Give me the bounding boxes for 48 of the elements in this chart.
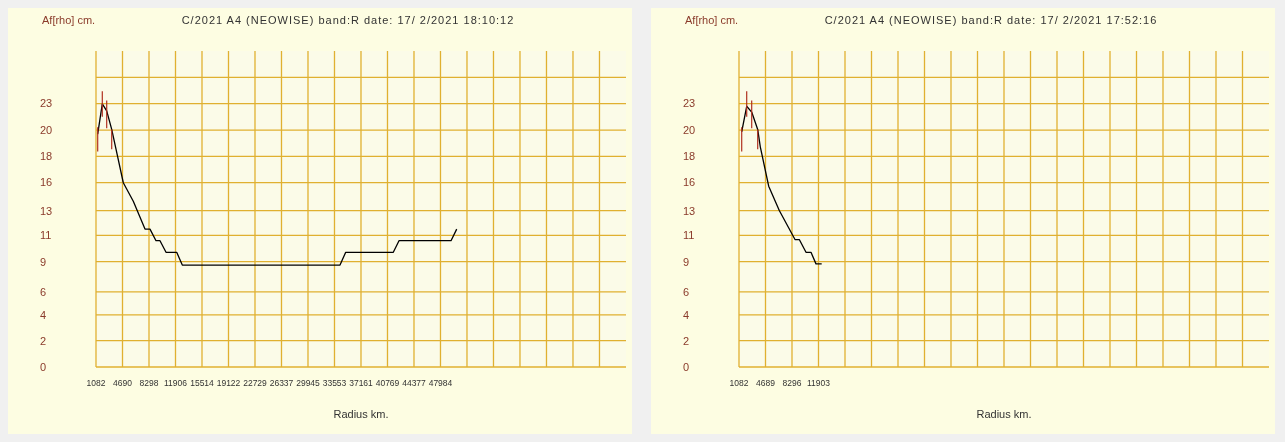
y-tick-label: 20 (683, 123, 696, 136)
x-tick-label: 40769 (375, 378, 400, 388)
x-tick-label: 37161 (349, 378, 374, 388)
chart-title: C/2021 A4 (NEOWISE) band:R date: 17/ 2/2021 17:52:16 (824, 14, 1158, 26)
y-tick-label: 9 (40, 255, 47, 268)
y-tick-label: 16 (40, 176, 53, 189)
x-tick-label: 11903 (806, 378, 831, 388)
y-tick-label: 13 (683, 204, 696, 217)
x-tick-label: 26337 (269, 378, 294, 388)
y-tick-label: 0 (40, 360, 47, 373)
x-tick-label: 44377 (402, 378, 427, 388)
y-tick-label: 4 (683, 308, 690, 321)
x-tick-label: 1082 (86, 378, 106, 388)
y-tick-label: 11 (683, 229, 695, 242)
chart-title: C/2021 A4 (NEOWISE) band:R date: 17/ 2/2021 18:10:12 (181, 14, 515, 26)
y-axis-title: Af[rho] cm. (685, 14, 739, 26)
y-tick-label: 4 (40, 308, 47, 321)
x-tick-label: 47984 (428, 378, 453, 388)
x-axis-title: Radius km. (976, 408, 1032, 420)
x-tick-label: 22729 (243, 378, 268, 388)
line-series (97, 103, 458, 266)
y-tick-label: 18 (40, 150, 53, 163)
y-tick-label: 18 (683, 150, 696, 163)
y-axis-title: Af[rho] cm. (42, 14, 96, 26)
x-tick-label: 11906 (163, 378, 188, 388)
line-series (741, 105, 823, 265)
x-tick-label: 33553 (322, 378, 347, 388)
x-tick-label: 8298 (139, 378, 159, 388)
x-tick-label: 19122 (216, 378, 241, 388)
x-tick-label: 15514 (190, 378, 215, 388)
y-tick-label: 6 (40, 285, 47, 298)
x-tick-label: 1082 (729, 378, 749, 388)
y-tick-label: 13 (40, 204, 53, 217)
y-tick-label: 16 (683, 176, 696, 189)
y-tick-label: 9 (683, 255, 690, 268)
y-tick-label: 6 (683, 285, 690, 298)
y-tick-label: 23 (40, 97, 53, 110)
x-tick-label: 29945 (296, 378, 321, 388)
x-tick-label: 8296 (782, 378, 802, 388)
x-tick-label: 4689 (756, 378, 776, 388)
y-tick-label: 23 (683, 97, 696, 110)
x-axis-title: Radius km. (333, 408, 389, 420)
y-tick-label: 11 (40, 229, 52, 242)
y-tick-label: 2 (40, 334, 47, 347)
x-tick-label: 4690 (113, 378, 133, 388)
y-tick-label: 0 (683, 360, 690, 373)
y-tick-label: 2 (683, 334, 690, 347)
y-tick-label: 20 (40, 123, 53, 136)
